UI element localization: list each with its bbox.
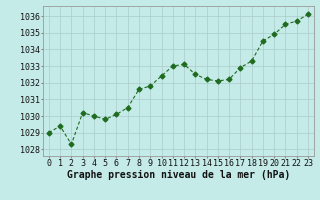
X-axis label: Graphe pression niveau de la mer (hPa): Graphe pression niveau de la mer (hPa) [67, 170, 290, 180]
